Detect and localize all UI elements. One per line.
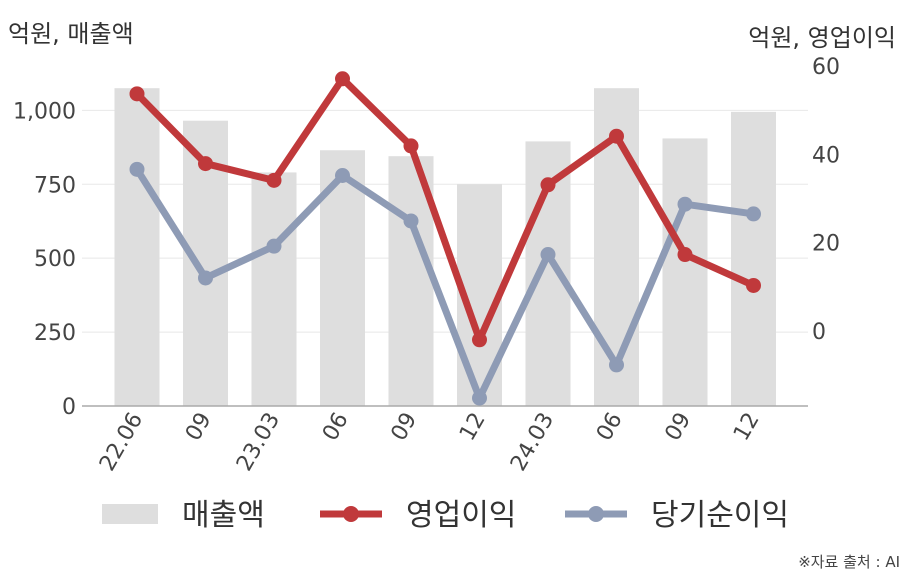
left-tick-label: 500 — [34, 247, 76, 272]
left-tick-label: 250 — [34, 321, 76, 346]
net-income-point-5 — [403, 213, 419, 229]
operating-profit-point-1 — [129, 86, 145, 102]
bar-10 — [731, 111, 776, 407]
operating-profit-point-6 — [472, 332, 487, 348]
x-tick-label: 09 — [387, 409, 423, 446]
net-income-point-6 — [472, 390, 487, 406]
net-income-point-9 — [677, 196, 693, 212]
left-tick-label: 750 — [34, 173, 76, 198]
net-income-line — [133, 165, 757, 402]
right-axis-unit-label: 억원, 영업이익 — [748, 24, 896, 52]
legend-net-income-label: 당기순이익 — [651, 498, 789, 533]
left-tick-label: 0 — [62, 395, 76, 420]
right-tick-label: 0 — [812, 320, 826, 345]
net-income-point-3 — [266, 238, 282, 254]
source-note: ※자료 출처 : AI — [798, 553, 900, 571]
x-tick-label: 23.03 — [232, 409, 285, 476]
bar-9 — [662, 138, 708, 406]
bar-3 — [251, 172, 297, 406]
x-tick-label: 22.06 — [95, 409, 148, 476]
legend-net-income-marker — [588, 506, 604, 522]
x-tick-label: 09 — [181, 409, 217, 446]
right-tick-label: 40 — [812, 143, 840, 168]
operating-profit-point-8 — [609, 128, 624, 144]
x-tick-label: 06 — [318, 409, 354, 446]
operating-profit-point-10 — [746, 277, 761, 293]
bar-1 — [114, 88, 160, 406]
legend-revenue-swatch — [102, 504, 158, 524]
legend-operating-profit-label: 영업이익 — [406, 498, 516, 533]
left-tick-label: 1,000 — [13, 99, 76, 124]
operating-profit-point-9 — [677, 247, 693, 263]
net-income-point-10 — [746, 206, 761, 222]
operating-profit-point-4 — [335, 71, 350, 87]
legend-revenue-label: 매출액 — [182, 498, 265, 533]
right-tick-label: 20 — [812, 232, 840, 257]
x-tick-label: 12 — [455, 409, 491, 446]
operating-profit-point-7 — [540, 177, 556, 193]
operating-profit-point-3 — [266, 172, 282, 188]
net-income-point-4 — [335, 168, 350, 184]
net-income-point-1 — [129, 161, 145, 177]
operating-profit-point-2 — [198, 156, 213, 172]
x-tick-label: 12 — [729, 409, 765, 446]
net-income-point-2 — [198, 270, 213, 286]
x-tick-label: 09 — [661, 409, 697, 446]
right-tick-label: 60 — [812, 55, 840, 80]
legend-operating-profit-marker — [343, 506, 359, 522]
left-axis-unit-label: 억원, 매출액 — [8, 20, 134, 48]
net-income-point-8 — [609, 357, 624, 373]
net-income-point-7 — [540, 247, 556, 263]
operating-profit-point-5 — [403, 138, 419, 154]
x-tick-label: 06 — [592, 409, 628, 446]
operating-profit-line — [133, 75, 757, 344]
x-tick-label: 24.03 — [506, 409, 559, 476]
